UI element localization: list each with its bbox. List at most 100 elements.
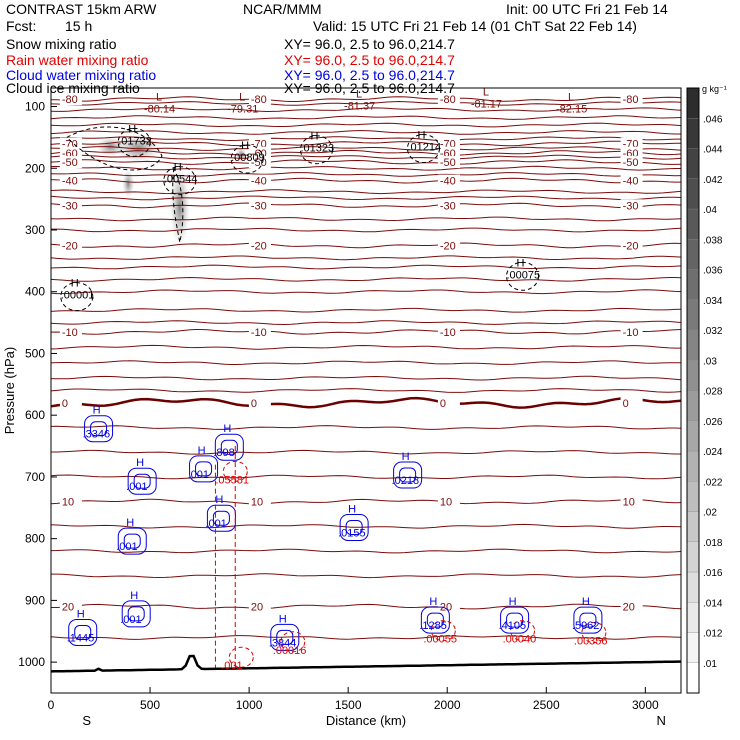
temperature-contour-label: 0	[440, 398, 446, 410]
colorbar-tick-label: .012	[703, 629, 723, 640]
contour-label-bg	[620, 396, 643, 409]
rain-contour	[222, 460, 248, 482]
contour-label-bg	[620, 495, 643, 508]
temperature-contour-label: 0	[251, 398, 257, 410]
cloud-max-label: .001	[120, 614, 141, 626]
temperature-contour-label: -10	[623, 327, 639, 339]
cloud-high-marker: H	[223, 423, 231, 435]
contour-label-bg	[620, 137, 643, 150]
colorbar-segment	[686, 360, 700, 391]
cloud-high-marker: H	[215, 494, 223, 506]
temperature-contour	[50, 276, 682, 282]
temperature-contour-label: 0	[623, 398, 629, 410]
snow-max-label: .01732	[118, 135, 152, 147]
temperature-contour	[50, 202, 682, 209]
cloud-high-marker: H	[198, 445, 206, 457]
temperature-contour	[51, 573, 682, 579]
rain-max-label: .00016	[273, 645, 307, 657]
temperature-contour-label: -20	[62, 240, 78, 252]
colorbar-tick-label: .018	[703, 538, 723, 549]
temperature-contour-label: 10	[62, 497, 74, 509]
rain-max-label: .05581	[215, 474, 249, 486]
cloud-water-contour	[399, 467, 417, 483]
cloud-water-contour	[117, 527, 147, 555]
colorbar-segment	[686, 390, 700, 421]
y-tick-label: 800	[25, 532, 45, 546]
colorbar-tick-label: .014	[703, 598, 723, 609]
cloud-max-label: .3844	[269, 637, 297, 649]
y-tick-label: 1000	[18, 655, 45, 669]
snow-high-marker: H	[310, 131, 318, 143]
temperature-contour-label: -30	[623, 200, 639, 212]
snow-shade-blob	[122, 169, 135, 198]
cloud-water-contour	[220, 439, 238, 455]
y-tick-label: 100	[25, 100, 45, 114]
colorbar-segment	[686, 602, 700, 633]
x-tick-label: 3000	[632, 698, 659, 712]
rain-max-label: .00055	[423, 634, 457, 646]
temperature-contour-label: 20	[62, 602, 74, 614]
snow-max-label: .01323	[300, 143, 334, 155]
contour-label-bg	[437, 396, 460, 409]
cloud-water-contour	[84, 415, 114, 443]
temperature-contour-label: -50	[440, 157, 456, 169]
temperature-contour	[50, 242, 682, 249]
colorbar-segment	[686, 269, 700, 300]
snow-shade-blob	[169, 166, 190, 247]
colorbar-segment	[686, 299, 700, 331]
temperature-contour	[50, 635, 682, 640]
colorbar-segment	[686, 481, 700, 512]
contour-label-bg	[437, 156, 460, 169]
low-marker: L	[239, 92, 245, 104]
snow-high-marker: H	[174, 162, 182, 174]
low-marker: L	[356, 88, 362, 100]
temperature-contour	[50, 498, 682, 505]
colorbar-tick-label: .032	[703, 326, 723, 337]
temperature-contour	[50, 100, 682, 106]
cloud-max-label: .001	[126, 481, 147, 493]
rain-max-label: .001	[221, 660, 242, 672]
snow-high-marker: H	[517, 257, 525, 269]
legend-ice-name: Cloud ice mixing ratio	[6, 80, 140, 96]
colorbar-tick-label: .036	[703, 266, 723, 277]
contour-label-bg	[437, 239, 460, 252]
rain-contour	[430, 620, 456, 642]
colorbar-segment	[686, 541, 700, 573]
snow-max-label: .00809	[231, 152, 265, 164]
cloud-water-contour	[500, 606, 530, 634]
contour-label-bg	[620, 239, 643, 252]
colorbar-tick-label: .01	[703, 659, 717, 670]
snow-high-marker: H	[71, 278, 79, 290]
x-tick-label: 2500	[533, 698, 560, 712]
temperature-contour	[50, 146, 682, 151]
temperature-contour	[50, 159, 682, 165]
contour-label-bg	[248, 325, 271, 338]
y-axis-label: Pressure (hPa)	[2, 347, 17, 434]
colorbar-unit: g kg⁻¹	[702, 84, 727, 94]
legend-rain-name: Rain water mixing ratio	[6, 52, 149, 68]
contour-label-bg	[59, 174, 82, 187]
valid-time: Valid: 15 UTC Fri 21 Feb 14 (01 ChT Sat …	[313, 18, 637, 34]
init-time: Init: 00 UTC Fri 21 Feb 14	[506, 1, 668, 17]
cloud-water-contour	[426, 612, 444, 628]
low-value-label: -82.15	[556, 104, 587, 116]
y-tick-label: 600	[25, 408, 45, 422]
colorbar-tick-label: .026	[703, 417, 723, 428]
cloud-max-label: .001	[188, 469, 209, 481]
cloud-water-contour	[270, 623, 300, 651]
cloud-water-contour	[123, 533, 141, 549]
temperature-contour-label: -80	[62, 94, 78, 106]
colorbar-tick-label: .04	[703, 205, 717, 216]
colorbar-segment	[686, 118, 700, 149]
temperature-contour-label: -40	[62, 176, 78, 188]
temperature-contour	[50, 375, 682, 381]
rain-contour	[280, 631, 306, 653]
temperature-contour-label: -20	[440, 240, 456, 252]
snow-max-label: .00544	[164, 174, 198, 186]
contour-label-bg	[248, 495, 271, 508]
contour-label-bg	[248, 146, 271, 159]
colorbar-tick-label: .022	[703, 477, 723, 488]
colorbar-segment	[686, 178, 700, 210]
